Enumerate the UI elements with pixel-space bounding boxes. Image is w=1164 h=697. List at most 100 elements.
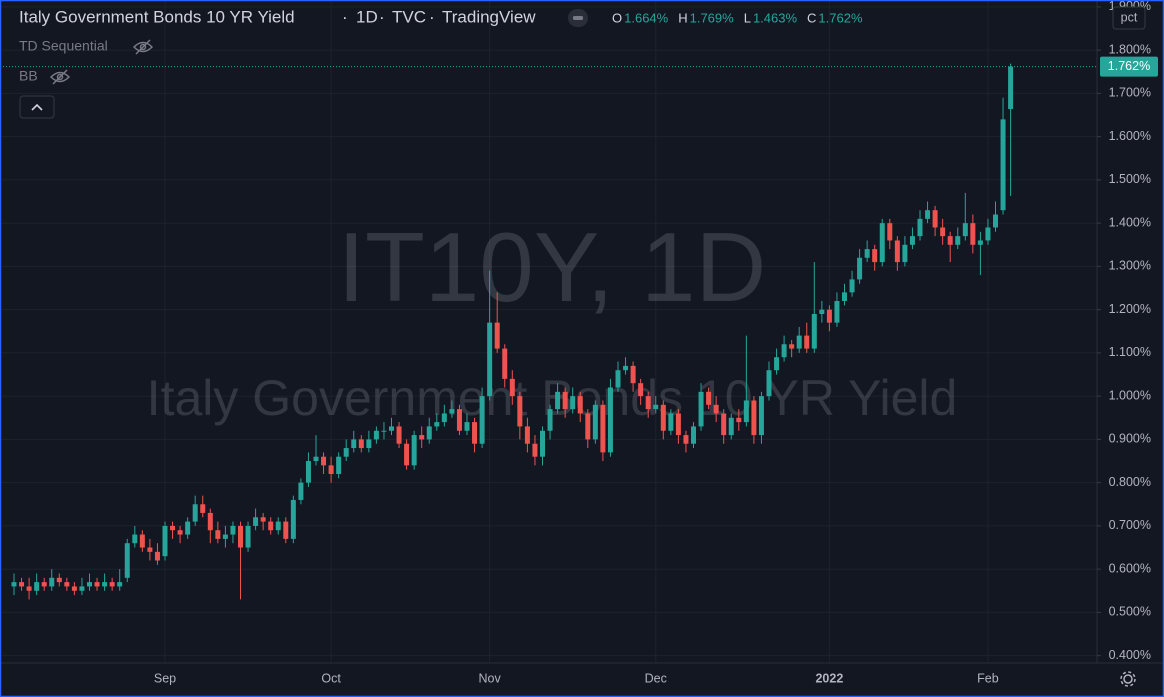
x-tick-label: Oct xyxy=(321,671,341,685)
candle-body xyxy=(1008,66,1014,109)
candle-body xyxy=(826,309,832,323)
candle-body xyxy=(811,313,817,349)
y-tick-label: 0.500% xyxy=(1109,605,1151,619)
candle-body xyxy=(970,223,976,245)
hidden-icon[interactable] xyxy=(49,69,71,85)
x-tick-label: Nov xyxy=(479,671,502,685)
y-tick-label: 1.800% xyxy=(1109,42,1151,56)
candle-body xyxy=(706,391,712,405)
candle-body xyxy=(645,396,651,410)
candle-body xyxy=(555,391,561,410)
candle-body xyxy=(154,551,160,561)
ohlc-key: C xyxy=(807,10,816,25)
candle-body xyxy=(34,582,40,591)
candle-body xyxy=(819,309,825,314)
candle-body xyxy=(940,227,946,237)
candle-body xyxy=(313,456,319,462)
candle-body xyxy=(781,344,787,358)
candle-body xyxy=(562,391,568,410)
candle-body xyxy=(623,365,629,371)
x-tick-label: Feb xyxy=(977,671,999,685)
candle-body xyxy=(683,435,689,444)
y-tick-label: 1.400% xyxy=(1109,215,1151,229)
candle-body xyxy=(238,525,243,548)
y-tick-label: 1.300% xyxy=(1109,259,1151,273)
candle-body xyxy=(71,586,77,591)
ohlc-legend: O 1.664% H 1.769% L 1.463% C 1.762% xyxy=(612,10,863,25)
indicator-label[interactable]: TD Sequential xyxy=(19,38,108,54)
candle-body xyxy=(358,439,364,449)
candle-body xyxy=(366,439,372,449)
candle-body xyxy=(56,577,62,583)
grid xyxy=(0,0,1097,663)
candle-body xyxy=(947,236,953,245)
candle-body xyxy=(177,530,183,535)
ohlc-value: 1.769% xyxy=(690,10,735,25)
price-axis xyxy=(1097,0,1164,697)
candle-body xyxy=(660,404,666,431)
ohlc-value: 1.463% xyxy=(753,10,798,25)
candle-body xyxy=(381,430,387,432)
candle-body xyxy=(517,396,523,427)
candle-body xyxy=(902,244,908,263)
market-status-icon xyxy=(573,16,583,20)
candle-body xyxy=(147,547,153,552)
collapse-button[interactable] xyxy=(19,95,55,119)
candle-body xyxy=(170,525,176,531)
candle-body xyxy=(728,417,734,436)
candle-body xyxy=(207,512,213,531)
x-tick-label: Dec xyxy=(645,671,667,685)
candle-body xyxy=(932,210,938,228)
separator: · xyxy=(379,7,385,26)
candle-body xyxy=(993,214,998,228)
candle-body xyxy=(638,383,644,397)
candle-body xyxy=(245,525,251,548)
candle-body xyxy=(404,443,410,466)
indicator-label[interactable]: BB xyxy=(19,68,38,84)
candle-body xyxy=(630,365,636,384)
candle-body xyxy=(117,582,123,587)
settings-icon[interactable] xyxy=(1120,671,1136,687)
candle-body xyxy=(743,400,749,423)
candle-body xyxy=(977,240,983,245)
candle-body xyxy=(139,534,145,548)
candle-body xyxy=(894,240,900,263)
candle-body xyxy=(653,404,659,410)
candle-body xyxy=(834,301,840,323)
candle-body xyxy=(449,409,455,414)
ohlc-key: H xyxy=(678,10,687,25)
candle-body xyxy=(268,521,274,531)
candle-body xyxy=(879,223,885,263)
candle-body xyxy=(736,417,742,423)
hidden-icon[interactable] xyxy=(132,39,154,55)
candle-body xyxy=(102,582,108,587)
candle-body xyxy=(909,236,915,245)
candle-body xyxy=(872,249,878,263)
unit-box[interactable] xyxy=(1112,6,1146,30)
candle-body xyxy=(26,586,32,591)
candle-body xyxy=(789,344,795,349)
candle-body xyxy=(713,404,719,414)
candle-body xyxy=(11,582,17,587)
candle-body xyxy=(796,335,802,349)
candle-body xyxy=(253,517,259,526)
candle-body xyxy=(592,404,598,440)
candle-body xyxy=(260,517,266,522)
candle-body xyxy=(607,387,613,453)
candle-body xyxy=(64,582,70,587)
candle-body xyxy=(230,525,236,535)
title: Italy Government Bonds 10 YR Yield xyxy=(19,7,295,26)
candle-body xyxy=(283,521,289,539)
candle-body xyxy=(547,409,553,431)
source: TVC xyxy=(392,7,426,26)
candle-body xyxy=(842,292,847,302)
separator: · xyxy=(429,7,435,26)
collapse-icon xyxy=(31,103,43,111)
candle-body xyxy=(479,396,485,444)
y-tick-label: 0.900% xyxy=(1109,432,1151,446)
candle-body xyxy=(540,430,545,457)
plot xyxy=(0,63,1097,600)
candle-body xyxy=(328,465,334,475)
y-tick-label: 0.600% xyxy=(1109,561,1151,575)
